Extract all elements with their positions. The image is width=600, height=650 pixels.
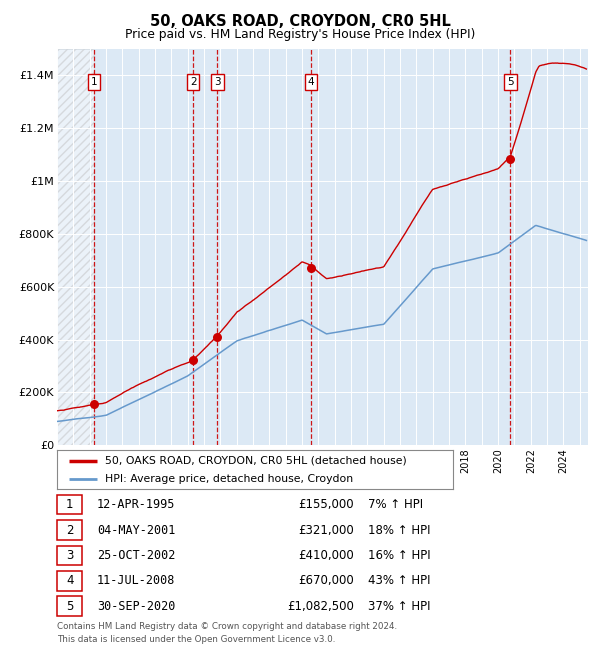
FancyBboxPatch shape: [57, 495, 82, 515]
Text: 11-JUL-2008: 11-JUL-2008: [97, 575, 175, 588]
Text: 37% ↑ HPI: 37% ↑ HPI: [368, 599, 430, 612]
Text: 5: 5: [66, 599, 73, 612]
Text: HPI: Average price, detached house, Croydon: HPI: Average price, detached house, Croy…: [104, 474, 353, 484]
Text: Price paid vs. HM Land Registry's House Price Index (HPI): Price paid vs. HM Land Registry's House …: [125, 28, 475, 41]
Text: 5: 5: [507, 77, 514, 87]
Text: 50, OAKS ROAD, CROYDON, CR0 5HL (detached house): 50, OAKS ROAD, CROYDON, CR0 5HL (detache…: [104, 456, 406, 465]
Text: 2: 2: [190, 77, 197, 87]
FancyBboxPatch shape: [57, 596, 82, 616]
Text: 25-OCT-2002: 25-OCT-2002: [97, 549, 175, 562]
Text: 7% ↑ HPI: 7% ↑ HPI: [368, 499, 423, 511]
Text: 4: 4: [66, 575, 73, 588]
Text: 4: 4: [307, 77, 314, 87]
Text: £321,000: £321,000: [299, 524, 355, 537]
Text: Contains HM Land Registry data © Crown copyright and database right 2024.
This d: Contains HM Land Registry data © Crown c…: [57, 622, 397, 644]
Text: 2: 2: [66, 524, 73, 537]
Text: 16% ↑ HPI: 16% ↑ HPI: [368, 549, 430, 562]
Text: 04-MAY-2001: 04-MAY-2001: [97, 524, 175, 537]
Text: 43% ↑ HPI: 43% ↑ HPI: [368, 575, 430, 588]
Text: 50, OAKS ROAD, CROYDON, CR0 5HL: 50, OAKS ROAD, CROYDON, CR0 5HL: [149, 14, 451, 29]
Text: £670,000: £670,000: [299, 575, 355, 588]
Text: 18% ↑ HPI: 18% ↑ HPI: [368, 524, 430, 537]
Text: £410,000: £410,000: [299, 549, 355, 562]
FancyBboxPatch shape: [57, 545, 82, 566]
Text: 1: 1: [66, 499, 73, 511]
Text: 12-APR-1995: 12-APR-1995: [97, 499, 175, 511]
Text: 3: 3: [66, 549, 73, 562]
Text: £155,000: £155,000: [299, 499, 355, 511]
Text: 1: 1: [91, 77, 97, 87]
Text: 30-SEP-2020: 30-SEP-2020: [97, 599, 175, 612]
Bar: [57, 49, 94, 445]
Text: 3: 3: [214, 77, 221, 87]
FancyBboxPatch shape: [57, 520, 82, 540]
Text: £1,082,500: £1,082,500: [287, 599, 355, 612]
FancyBboxPatch shape: [57, 571, 82, 591]
